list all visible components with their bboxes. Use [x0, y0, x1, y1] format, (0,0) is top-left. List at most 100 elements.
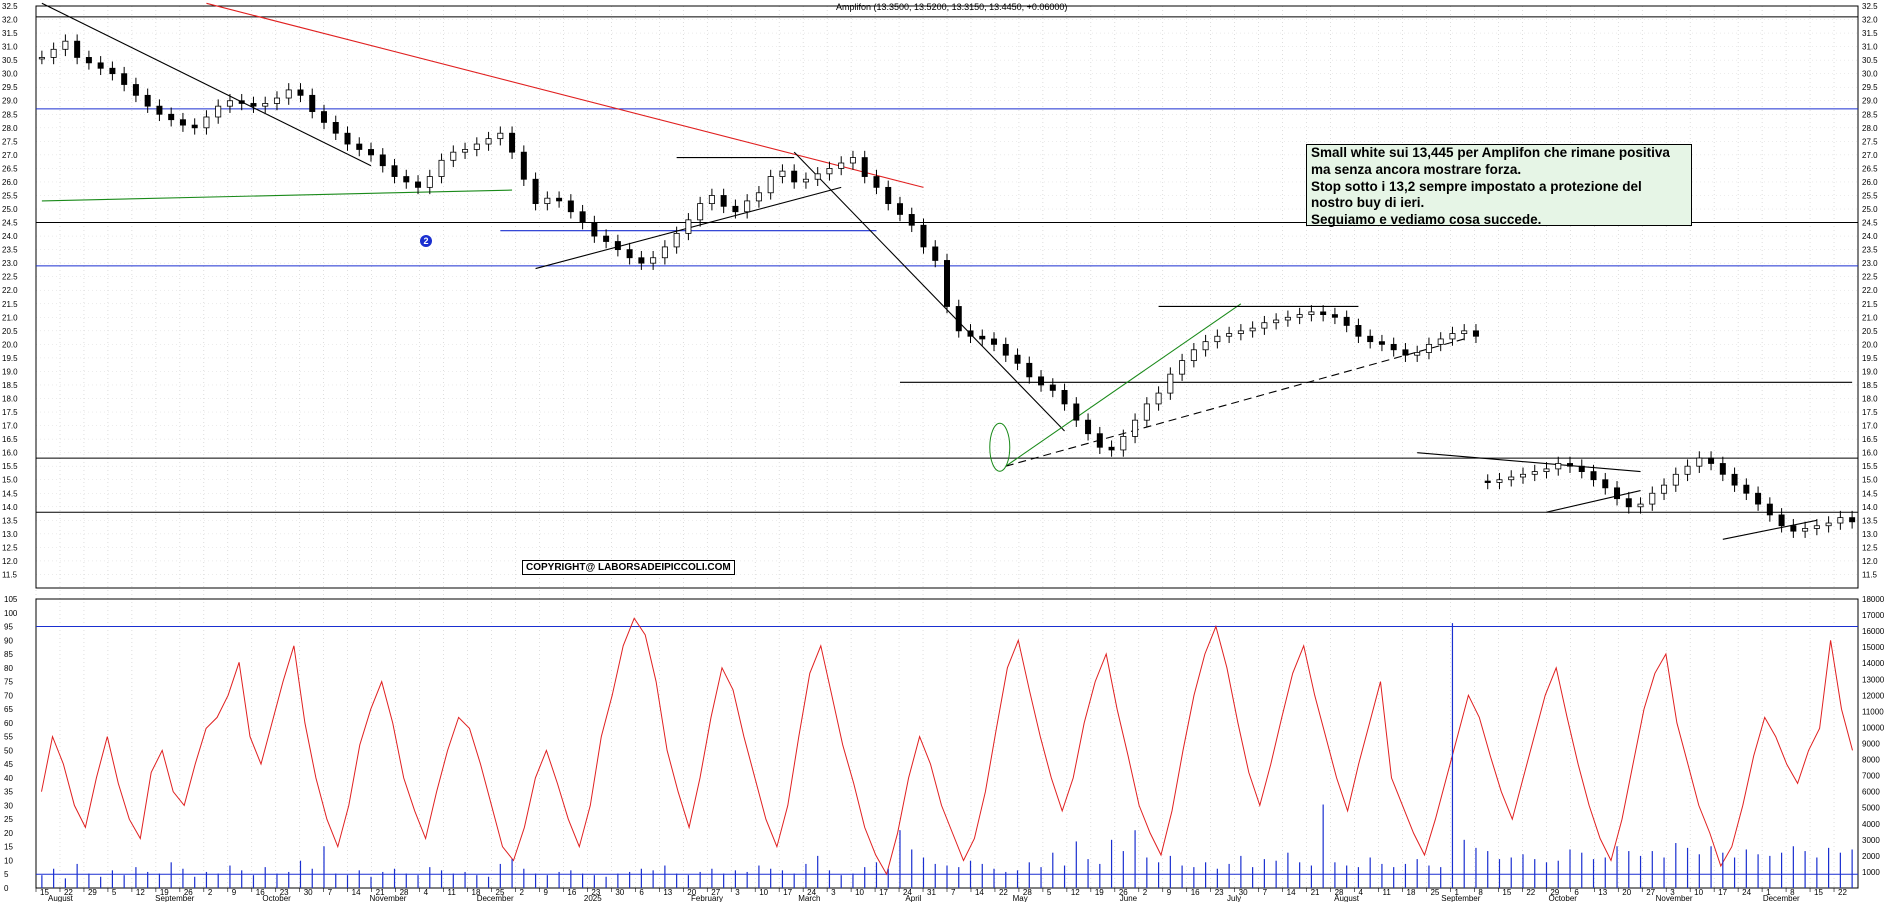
x-tick-day: 24: [1742, 888, 1751, 897]
x-tick-day: 10: [1694, 888, 1703, 897]
candle-body: [579, 211, 586, 223]
y-tick-label-left: 25.5: [2, 191, 18, 200]
candle-body: [297, 89, 304, 96]
candle-body: [462, 149, 469, 153]
y-tick-label-left: 16.0: [2, 449, 18, 458]
osc-tick-label: 35: [4, 788, 13, 797]
trend-line: [206, 2, 924, 188]
x-tick-day: 12: [1071, 888, 1080, 897]
y-tick-label-right: 19.5: [1862, 354, 1878, 363]
x-tick-day: 24: [807, 888, 816, 897]
y-tick-label-left: 17.5: [2, 408, 18, 417]
x-tick-day: 14: [1287, 888, 1296, 897]
y-tick-label-left: 27.0: [2, 151, 18, 160]
analysis-note: Small white sui 13,445 per Amplifon che …: [1306, 144, 1692, 228]
candle-body: [121, 73, 128, 85]
note-line: Small white sui 13,445 per Amplifon che …: [1311, 145, 1670, 160]
candle-body: [1026, 362, 1033, 378]
x-tick-month: 2025: [584, 894, 602, 902]
note-line: Seguiamo e vediamo cosa succede.: [1311, 212, 1542, 228]
candle-body: [403, 176, 410, 183]
candle-body: [1085, 419, 1092, 435]
y-tick-label-left: 20.0: [2, 340, 18, 349]
candle-body: [1508, 476, 1515, 481]
x-tick-month: November: [370, 894, 407, 902]
x-tick-day: 22: [1526, 888, 1535, 897]
candle-body: [544, 197, 551, 205]
x-tick-day: 19: [160, 888, 169, 897]
candle-body: [920, 224, 927, 248]
x-tick-day: 17: [1718, 888, 1727, 897]
candle-body: [1155, 392, 1162, 405]
candle-body: [944, 260, 951, 307]
candle-body: [97, 62, 104, 69]
candle-body: [685, 219, 692, 234]
candle-body: [1708, 457, 1715, 464]
trend-lines: [41, 2, 1853, 540]
x-tick-day: 10: [855, 888, 864, 897]
y-tick-label-right: 13.0: [1862, 530, 1878, 539]
osc-tick-label: 0: [4, 884, 9, 893]
candle-body: [1378, 341, 1385, 345]
y-tick-label-right: 25.5: [1862, 191, 1878, 200]
candle-body: [1437, 338, 1444, 345]
price-candles: [38, 34, 1856, 538]
y-tick-label-left: 20.5: [2, 327, 18, 336]
oscillator-panel: [41, 617, 1853, 876]
x-tick-day: 7: [951, 888, 956, 897]
x-tick-day: 30: [615, 888, 624, 897]
candle-body: [697, 203, 704, 221]
volume-tick-label: 15000: [1862, 643, 1885, 652]
x-tick-day: 31: [927, 888, 936, 897]
volume-tick-label: 6000: [1862, 788, 1880, 797]
candle-body: [415, 181, 422, 188]
candle-body: [38, 57, 45, 60]
y-tick-label-right: 31.0: [1862, 43, 1878, 52]
x-tick-day: 9: [543, 888, 548, 897]
x-tick-day: 11: [448, 888, 457, 897]
x-tick-day: 20: [687, 888, 696, 897]
x-tick-day: 20: [1622, 888, 1631, 897]
candle-body: [1567, 463, 1574, 467]
y-tick-label-right: 27.0: [1862, 151, 1878, 160]
candle-body: [1661, 484, 1668, 494]
candle-body: [1625, 498, 1632, 508]
candle-body: [614, 241, 621, 251]
candle-body: [473, 143, 480, 150]
trend-line: [41, 189, 513, 202]
y-tick-label-left: 26.0: [2, 178, 18, 187]
candle-body: [1837, 517, 1844, 524]
candle-body: [1320, 311, 1327, 315]
note-line: nostro buy di ieri.: [1311, 195, 1425, 211]
y-tick-label-left: 23.0: [2, 259, 18, 268]
y-tick-label-right: 17.0: [1862, 422, 1878, 431]
candle-body: [1331, 314, 1338, 318]
y-tick-label-right: 15.5: [1862, 462, 1878, 471]
x-tick-month: August: [1334, 894, 1360, 902]
candle-body: [1590, 471, 1597, 481]
osc-tick-label: 90: [4, 636, 13, 645]
candle-body: [1849, 517, 1856, 523]
candle-body: [1813, 525, 1820, 529]
candle-body: [203, 116, 210, 129]
candle-body: [332, 122, 339, 134]
x-tick-day: 16: [567, 888, 576, 897]
candle-body: [1002, 343, 1009, 356]
osc-tick-label: 85: [4, 650, 13, 659]
candle-body: [873, 176, 880, 188]
y-tick-label-right: 31.5: [1862, 29, 1878, 38]
x-tick-day: 5: [112, 888, 117, 897]
candle-body: [109, 67, 116, 75]
y-tick-label-right: 29.5: [1862, 83, 1878, 92]
candle-body: [1519, 473, 1526, 478]
volume-tick-label: 2000: [1862, 852, 1880, 861]
osc-tick-label: 65: [4, 705, 13, 714]
x-tick-day: 2: [519, 888, 524, 897]
oscillator-line: [41, 617, 1853, 876]
x-tick-day: 10: [759, 888, 768, 897]
x-tick-day: 3: [735, 888, 740, 897]
x-tick-month: April: [905, 894, 921, 902]
x-tick-day: 29: [88, 888, 97, 897]
candle-body: [391, 165, 398, 177]
